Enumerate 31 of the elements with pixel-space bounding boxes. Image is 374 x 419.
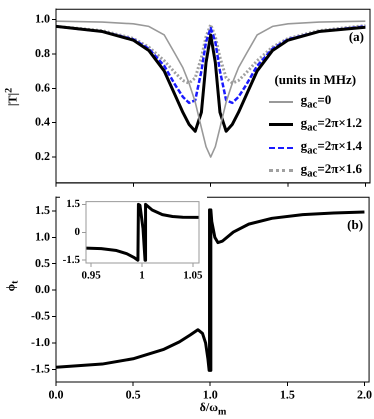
x-tick-label: 0.95 bbox=[81, 269, 102, 282]
y-tick-label: 1.5 bbox=[35, 203, 50, 218]
annotation: (b) bbox=[347, 217, 364, 232]
x-tick-label: 0.5 bbox=[126, 387, 141, 402]
y-tick-label: 0.6 bbox=[35, 80, 50, 94]
y-tick-label: 1.0 bbox=[35, 12, 50, 26]
y-tick-label: -0.5 bbox=[31, 308, 50, 323]
legend-label: g$_{ac}$=2π×1.4 bbox=[300, 138, 362, 157]
x-tick-label: 2.0 bbox=[356, 387, 372, 402]
x-tick-label: 0.0 bbox=[48, 387, 64, 402]
x-axis-title: δ/ω$_{m}$ bbox=[200, 400, 226, 417]
y-tick-label: -1.5 bbox=[62, 254, 80, 266]
y-tick-label: 1.0 bbox=[35, 229, 50, 244]
x-tick-label: 1.05 bbox=[183, 269, 204, 282]
legend-label: g$_{ac}$=2π×1.2 bbox=[300, 115, 362, 134]
y-tick-label: 0.4 bbox=[35, 114, 50, 129]
legend-label: g$_{ac}$=0 bbox=[300, 92, 332, 111]
x-tick-label: 1 bbox=[139, 269, 145, 282]
y-tick-label: -1.5 bbox=[31, 361, 50, 376]
x-tick-label: 1.5 bbox=[280, 387, 295, 402]
annotation: (a) bbox=[348, 29, 364, 44]
legend-title: (units in MHz) bbox=[273, 72, 358, 88]
y-tick-label: 0.0 bbox=[35, 282, 50, 296]
y-tick-label: 1.5 bbox=[66, 198, 80, 210]
y-tick-label: -1.0 bbox=[31, 335, 50, 350]
x-tick-label: 1.0 bbox=[202, 387, 218, 402]
y-tick-label: 0.8 bbox=[35, 46, 50, 60]
y-tick-label: 0.2 bbox=[35, 149, 50, 164]
y-tick-label: 0 bbox=[74, 226, 80, 238]
legend-label: g$_{ac}$=2π×1.6 bbox=[300, 161, 362, 180]
y-tick-label: 0.5 bbox=[35, 256, 50, 270]
